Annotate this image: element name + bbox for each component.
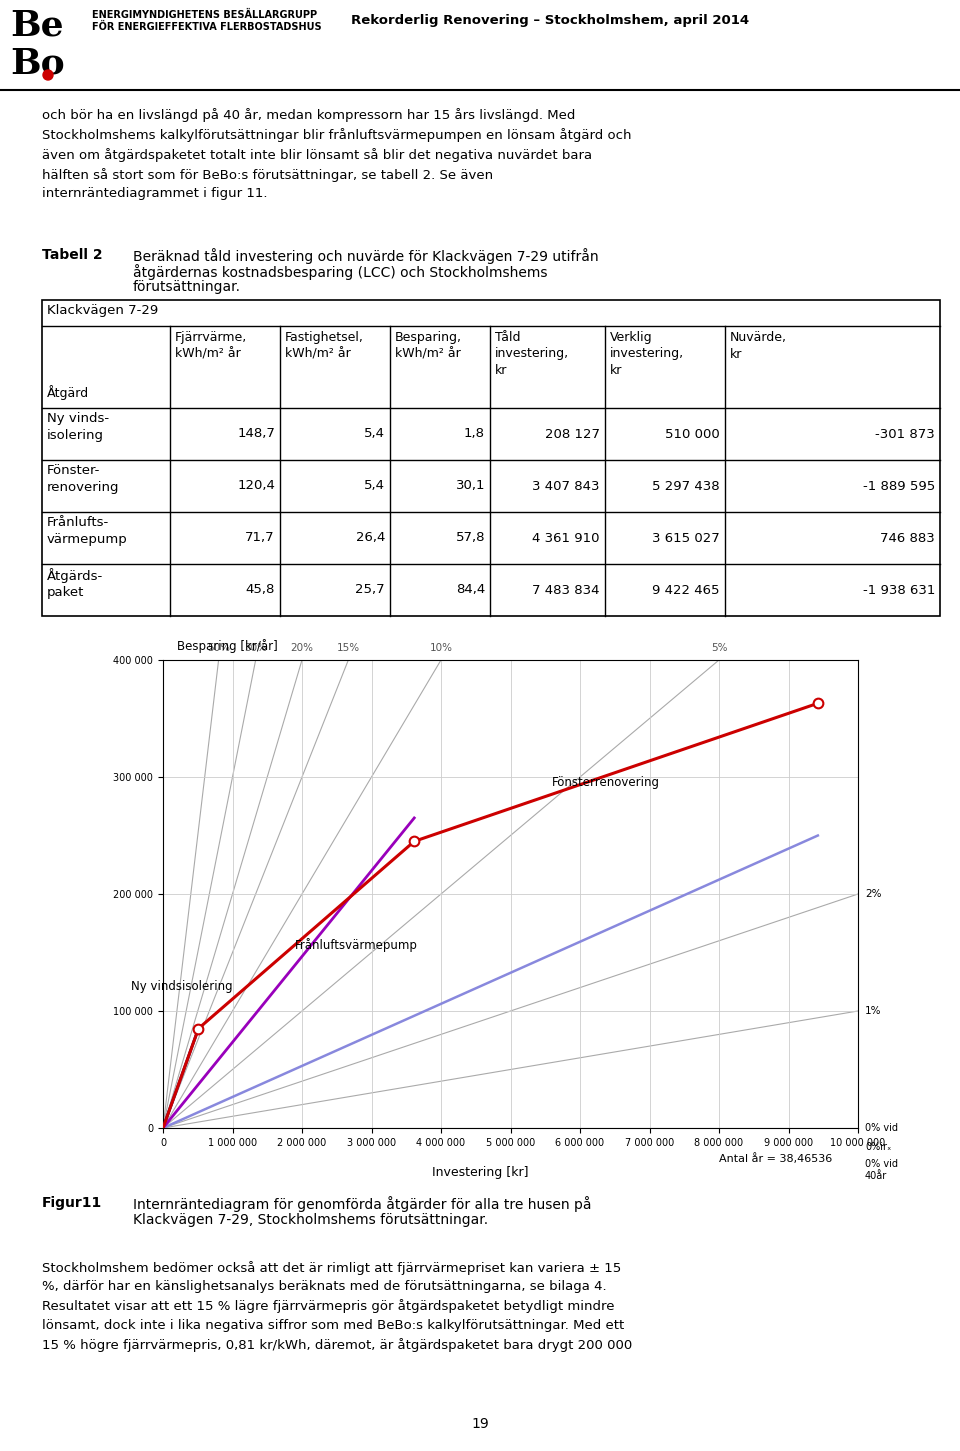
Text: Åtgärd: Åtgärd [47, 385, 89, 400]
Text: 71,7: 71,7 [246, 531, 275, 544]
Text: Bo: Bo [10, 46, 64, 80]
Text: 45,8: 45,8 [246, 583, 275, 596]
Text: 19: 19 [471, 1418, 489, 1431]
Text: Fönster-
renovering: Fönster- renovering [47, 464, 119, 493]
Text: 50%: 50% [207, 643, 230, 653]
Text: 1%: 1% [865, 1006, 881, 1016]
Text: 7 483 834: 7 483 834 [533, 583, 600, 596]
Text: 20%: 20% [291, 643, 314, 653]
Text: Fjärrvärme,
kWh/m² år: Fjärrvärme, kWh/m² år [175, 331, 248, 360]
Text: 0%irₓ: 0%irₓ [865, 1142, 891, 1152]
Text: 5,4: 5,4 [364, 428, 385, 441]
Text: Klackvägen 7-29, Stockholmshems förutsättningar.: Klackvägen 7-29, Stockholmshems förutsät… [133, 1213, 488, 1228]
Text: 1,8: 1,8 [464, 428, 485, 441]
Text: 0% vid: 0% vid [865, 1123, 898, 1133]
Text: och bör ha en livslängd på 40 år, medan kompressorn har 15 års livslängd. Med
St: och bör ha en livslängd på 40 år, medan … [42, 107, 632, 200]
Text: Ny vinds-
isolering: Ny vinds- isolering [47, 412, 109, 441]
Text: 5 297 438: 5 297 438 [653, 479, 720, 492]
Text: Besparing [kr/år]: Besparing [kr/år] [177, 638, 277, 653]
Text: Besparing,
kWh/m² år: Besparing, kWh/m² år [395, 331, 462, 360]
Text: 10%: 10% [429, 643, 452, 653]
Text: 746 883: 746 883 [880, 531, 935, 544]
Text: 30,1: 30,1 [455, 479, 485, 492]
Text: 26,4: 26,4 [355, 531, 385, 544]
Text: 84,4: 84,4 [456, 583, 485, 596]
Text: Beräknad tåld investering och nuvärde för Klackvägen 7-29 utifrån: Beräknad tåld investering och nuvärde fö… [133, 248, 599, 264]
Text: Tåld
investering,
kr: Tåld investering, kr [495, 331, 569, 377]
Text: Figur11: Figur11 [42, 1196, 103, 1210]
Text: 510 000: 510 000 [665, 428, 720, 441]
Text: förutsättningar.: förutsättningar. [133, 280, 241, 295]
Text: 0% vid
40år: 0% vid 40år [865, 1159, 898, 1181]
Text: -301 873: -301 873 [876, 428, 935, 441]
Text: FÖR ENERGIEFFEKTIVA FLERBOSTADSHUS: FÖR ENERGIEFFEKTIVA FLERBOSTADSHUS [92, 22, 322, 32]
Text: Ny vindsisolering: Ny vindsisolering [131, 981, 232, 994]
Text: 2%: 2% [865, 889, 881, 900]
Text: Rekorderlig Renovering – Stockholmshem, april 2014: Rekorderlig Renovering – Stockholmshem, … [351, 15, 749, 28]
Text: 208 127: 208 127 [545, 428, 600, 441]
Text: ENERGIMYNDIGHETENS BESÄLLARGRUPP: ENERGIMYNDIGHETENS BESÄLLARGRUPP [92, 10, 317, 20]
Text: Åtgärds-
paket: Åtgärds- paket [47, 567, 104, 599]
Text: 15%: 15% [337, 643, 360, 653]
Text: 148,7: 148,7 [237, 428, 275, 441]
Text: 4 361 910: 4 361 910 [533, 531, 600, 544]
Text: Frånluftsvärmepump: Frånluftsvärmepump [295, 939, 418, 952]
Text: -1 938 631: -1 938 631 [863, 583, 935, 596]
Text: Verklig
investering,
kr: Verklig investering, kr [610, 331, 684, 377]
Text: 5,4: 5,4 [364, 479, 385, 492]
Text: 25,7: 25,7 [355, 583, 385, 596]
Text: 3 615 027: 3 615 027 [652, 531, 720, 544]
Text: Be: Be [10, 9, 63, 42]
Text: Investering [kr]: Investering [kr] [432, 1167, 528, 1180]
Text: åtgärdernas kostnadsbesparing (LCC) och Stockholmshems: åtgärdernas kostnadsbesparing (LCC) och … [133, 264, 547, 280]
Text: Tabell 2: Tabell 2 [42, 248, 103, 263]
Text: Stockholmshem bedömer också att det är rimligt att fjärrvärmepriset kan variera : Stockholmshem bedömer också att det är r… [42, 1261, 633, 1352]
Text: 57,8: 57,8 [455, 531, 485, 544]
Text: Frånlufts-
värmepump: Frånlufts- värmepump [47, 517, 128, 546]
Text: -1 889 595: -1 889 595 [863, 479, 935, 492]
Text: 5%: 5% [710, 643, 728, 653]
Text: Klackvägen 7-29: Klackvägen 7-29 [47, 305, 158, 316]
Bar [42, 300, 940, 617]
Text: Fönsterrenovering: Fönsterrenovering [552, 776, 660, 789]
Text: Antal år = 38,46536: Antal år = 38,46536 [719, 1154, 832, 1164]
Text: Internräntediagram för genomförda åtgärder för alla tre husen på: Internräntediagram för genomförda åtgärd… [133, 1196, 591, 1212]
Text: Fastighetsel,
kWh/m² år: Fastighetsel, kWh/m² år [285, 331, 364, 360]
Text: 3 407 843: 3 407 843 [533, 479, 600, 492]
Text: 120,4: 120,4 [237, 479, 275, 492]
Text: Nuvärde,
kr: Nuvärde, kr [730, 331, 787, 360]
Text: 9 422 465: 9 422 465 [653, 583, 720, 596]
Circle shape [43, 70, 53, 80]
Text: 30%: 30% [244, 643, 267, 653]
